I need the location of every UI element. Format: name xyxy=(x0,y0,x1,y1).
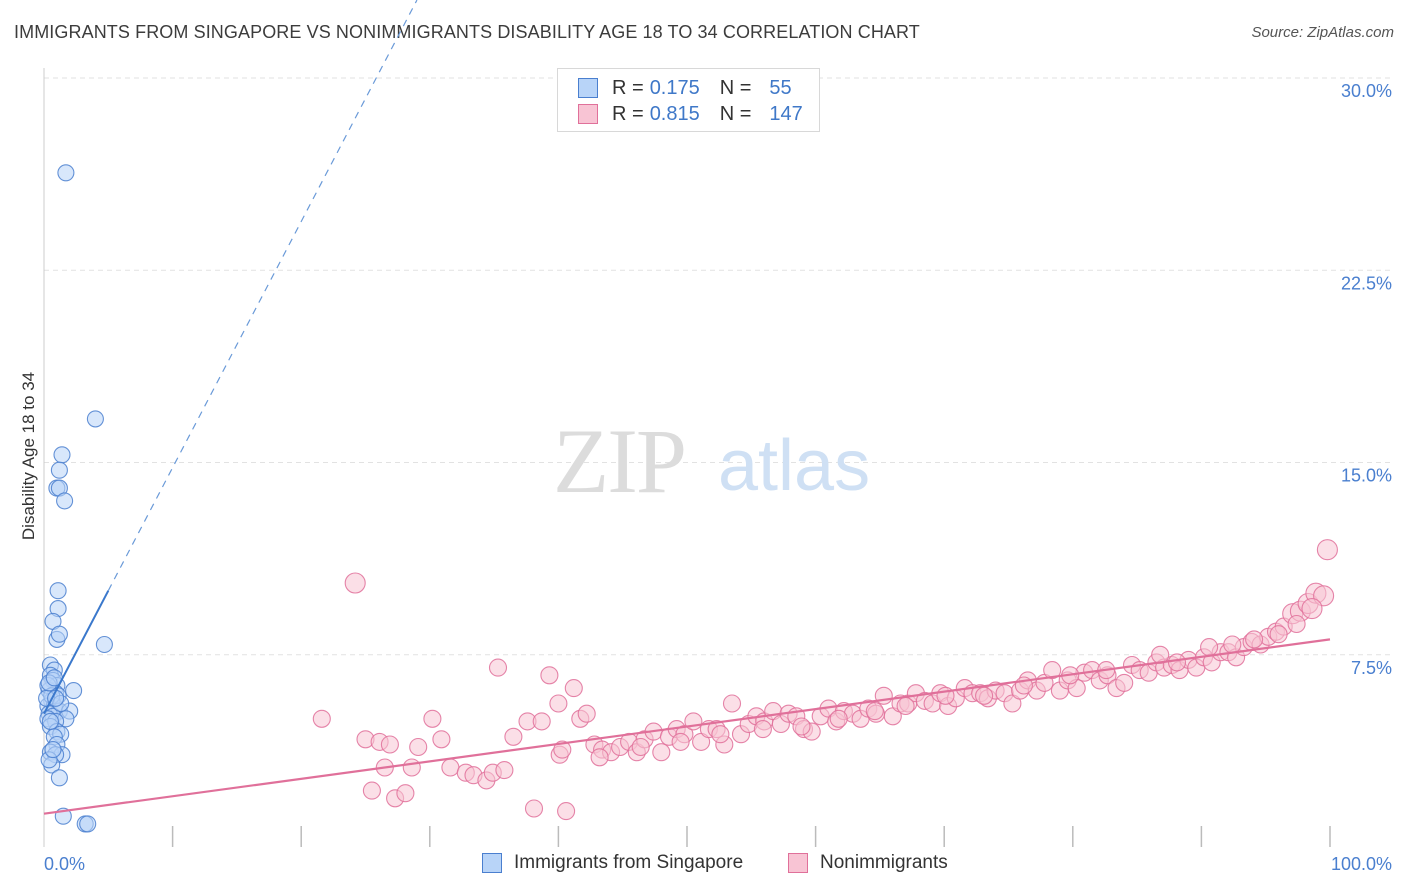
data-point xyxy=(829,709,848,728)
data-point xyxy=(865,702,884,721)
data-point xyxy=(711,725,730,744)
data-point xyxy=(65,682,83,700)
series-nonimmigrants xyxy=(312,539,1338,821)
data-point xyxy=(532,712,551,731)
data-point xyxy=(423,709,442,728)
data-point xyxy=(49,582,67,600)
y-tick-label: 15.0% xyxy=(1341,466,1392,486)
series-legend-swatch-nonimmigrants xyxy=(788,853,808,873)
source-credit: Source: ZipAtlas.com xyxy=(1251,24,1394,41)
series-legend-item-nonimmigrants: Nonimmigrants xyxy=(788,852,948,874)
data-point xyxy=(56,492,74,510)
data-point xyxy=(1043,661,1062,680)
data-point xyxy=(753,720,772,739)
data-point xyxy=(488,658,508,677)
y-axis-label: Disability Age 18 to 34 xyxy=(19,372,38,540)
data-point xyxy=(524,799,544,818)
legend-n-label: N = xyxy=(719,102,752,125)
data-point xyxy=(495,761,514,780)
data-point xyxy=(86,410,104,428)
data-point xyxy=(1115,673,1134,692)
data-point xyxy=(540,666,559,685)
correlation-legend: R = 0.175 N = 55 R = 0.815 N = 147 xyxy=(557,68,820,132)
data-point xyxy=(1167,653,1187,672)
legend-n-label: N = xyxy=(719,76,752,99)
data-point xyxy=(1316,539,1338,561)
data-point xyxy=(549,694,568,713)
legend-row-singapore: R = 0.175 N = 55 xyxy=(578,75,792,101)
data-point xyxy=(1200,638,1219,657)
data-point xyxy=(362,781,381,800)
data-point xyxy=(79,815,97,833)
data-point xyxy=(577,704,596,723)
data-point xyxy=(722,694,742,713)
data-point xyxy=(557,802,576,821)
data-point xyxy=(1245,630,1264,649)
legend-n-value: 55 xyxy=(769,76,792,99)
data-point xyxy=(95,635,113,654)
series-legend: Immigrants from Singapore Nonimmigrants xyxy=(0,852,1406,878)
data-point xyxy=(441,758,460,777)
series-layer xyxy=(38,164,1338,833)
data-point xyxy=(1301,598,1323,620)
data-point xyxy=(432,730,451,749)
legend-swatch-nonimmigrants xyxy=(578,104,598,124)
series-legend-item-singapore: Immigrants from Singapore xyxy=(482,852,743,874)
series-legend-label-nonimmigrants: Nonimmigrants xyxy=(820,852,948,873)
data-point xyxy=(631,737,650,757)
data-point xyxy=(50,461,68,479)
x-tick-label: 0.0% xyxy=(44,854,85,874)
data-point xyxy=(1223,635,1242,654)
data-point xyxy=(671,732,690,751)
data-point xyxy=(380,735,399,754)
legend-r-label: R = xyxy=(612,76,644,99)
legend-swatch-singapore xyxy=(578,78,598,98)
data-point xyxy=(975,686,994,705)
data-point xyxy=(44,741,62,759)
trend-line-nonimmigrants xyxy=(43,638,1331,815)
series-legend-swatch-singapore xyxy=(482,853,502,873)
watermark-atlas: atlas xyxy=(718,426,870,506)
data-point xyxy=(402,758,421,777)
tick-labels: 7.5% 15.0% 22.5% 30.0% 0.0% 100.0% xyxy=(44,81,1392,874)
trend-line-singapore-extension xyxy=(107,0,418,591)
data-point xyxy=(896,696,915,716)
y-tick-label: 22.5% xyxy=(1341,273,1392,293)
data-point xyxy=(41,712,59,730)
y-tick-label: 7.5% xyxy=(1351,658,1392,678)
data-point xyxy=(652,743,671,762)
data-point xyxy=(504,727,523,746)
data-point xyxy=(1287,614,1306,634)
x-tick-label: 100.0% xyxy=(1331,854,1392,874)
y-tick-label: 30.0% xyxy=(1341,81,1392,101)
legend-r-label: R = xyxy=(612,102,644,125)
data-point xyxy=(312,709,331,728)
data-point xyxy=(590,748,609,767)
series-singapore xyxy=(38,164,113,833)
legend-r-value: 0.175 xyxy=(649,76,700,99)
data-point xyxy=(344,572,366,594)
legend-r-value: 0.815 xyxy=(649,102,700,125)
legend-n-value: 147 xyxy=(769,102,803,125)
watermark: ZIP atlas xyxy=(553,410,870,512)
data-point xyxy=(53,446,71,464)
data-point xyxy=(57,164,75,182)
trend-line-singapore xyxy=(43,590,110,715)
grid-lines xyxy=(44,77,1392,656)
data-point xyxy=(792,717,811,736)
data-point xyxy=(564,679,583,698)
data-point xyxy=(396,784,415,803)
data-point xyxy=(409,737,428,757)
data-point xyxy=(50,625,68,643)
data-point xyxy=(50,769,68,787)
watermark-zip: ZIP xyxy=(553,410,685,512)
data-point xyxy=(1269,625,1288,644)
trend-layer xyxy=(43,0,1331,815)
legend-row-nonimmigrants: R = 0.815 N = 147 xyxy=(578,101,803,127)
chart-title: IMMIGRANTS FROM SINGAPORE VS NONIMMIGRAN… xyxy=(14,22,920,42)
series-legend-label-singapore: Immigrants from Singapore xyxy=(514,852,744,873)
data-point xyxy=(553,740,572,759)
